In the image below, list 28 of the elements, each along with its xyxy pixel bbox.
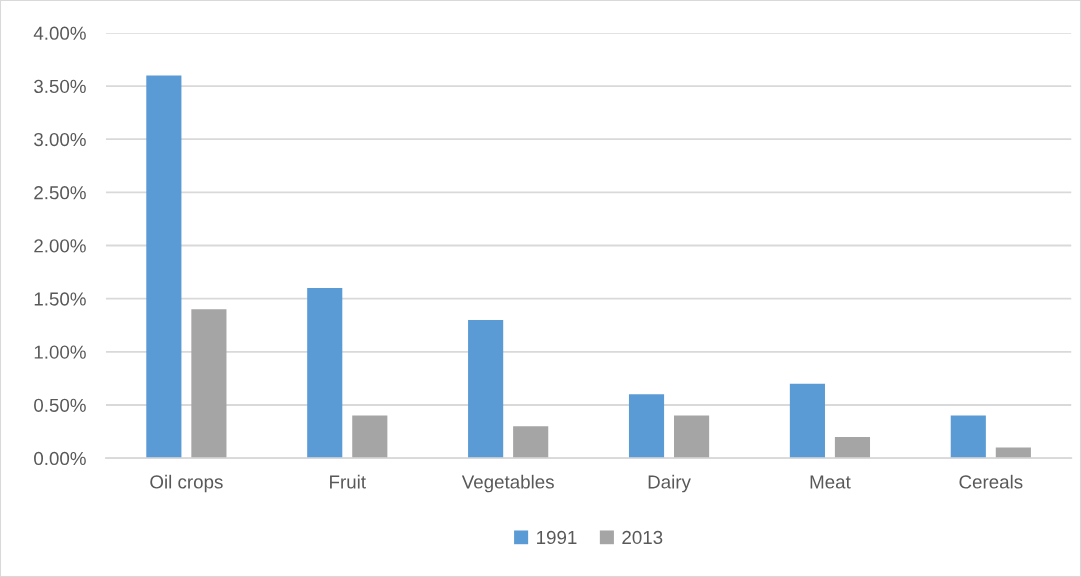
y-tick-label: 1.00% [34,345,86,359]
y-tick-label: 2.50% [34,186,86,200]
bar [950,415,986,459]
bar [834,436,871,459]
x-tick-label: Meat [810,475,851,489]
y-tick-label: 0.00% [34,451,86,466]
legend-label: 1991 [537,530,577,545]
bar [307,288,343,459]
bar [789,383,825,459]
bar [674,415,710,459]
bar [628,394,665,459]
y-tick-label: 0.50% [34,398,86,412]
y-tick-label: 3.00% [34,132,86,147]
bar [468,319,504,459]
legend-label: 2013 [622,530,663,545]
bar [191,309,227,459]
x-tick-label: Cereals [959,474,1023,489]
bar [146,75,182,459]
y-tick-label: 3.50% [34,79,86,94]
y-tick-label: 1.50% [34,292,86,306]
x-tick-label: Vegetables [461,474,554,493]
bar [352,415,388,459]
x-tick-label: Fruit [330,474,366,489]
y-tick-label: 2.00% [34,239,86,253]
bar [513,426,549,459]
x-tick-label: Dairy [648,474,691,493]
x-tick-label: Oil crops [150,474,223,493]
y-tick-label: 4.00% [33,26,86,40]
